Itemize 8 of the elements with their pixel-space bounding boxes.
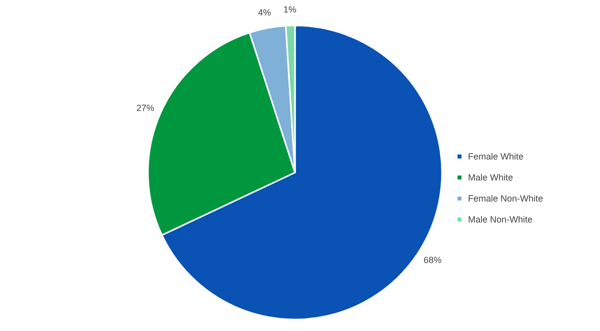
data-label: 27% [136, 102, 154, 113]
data-label: 68% [424, 254, 442, 265]
data-label: 1% [283, 4, 296, 15]
legend-label: Male White [468, 172, 514, 182]
legend-label: Male Non-White [468, 214, 533, 224]
data-label: 4% [258, 7, 271, 18]
legend-label: Female Non-White [468, 194, 544, 204]
legend-label: Female White [468, 152, 524, 162]
